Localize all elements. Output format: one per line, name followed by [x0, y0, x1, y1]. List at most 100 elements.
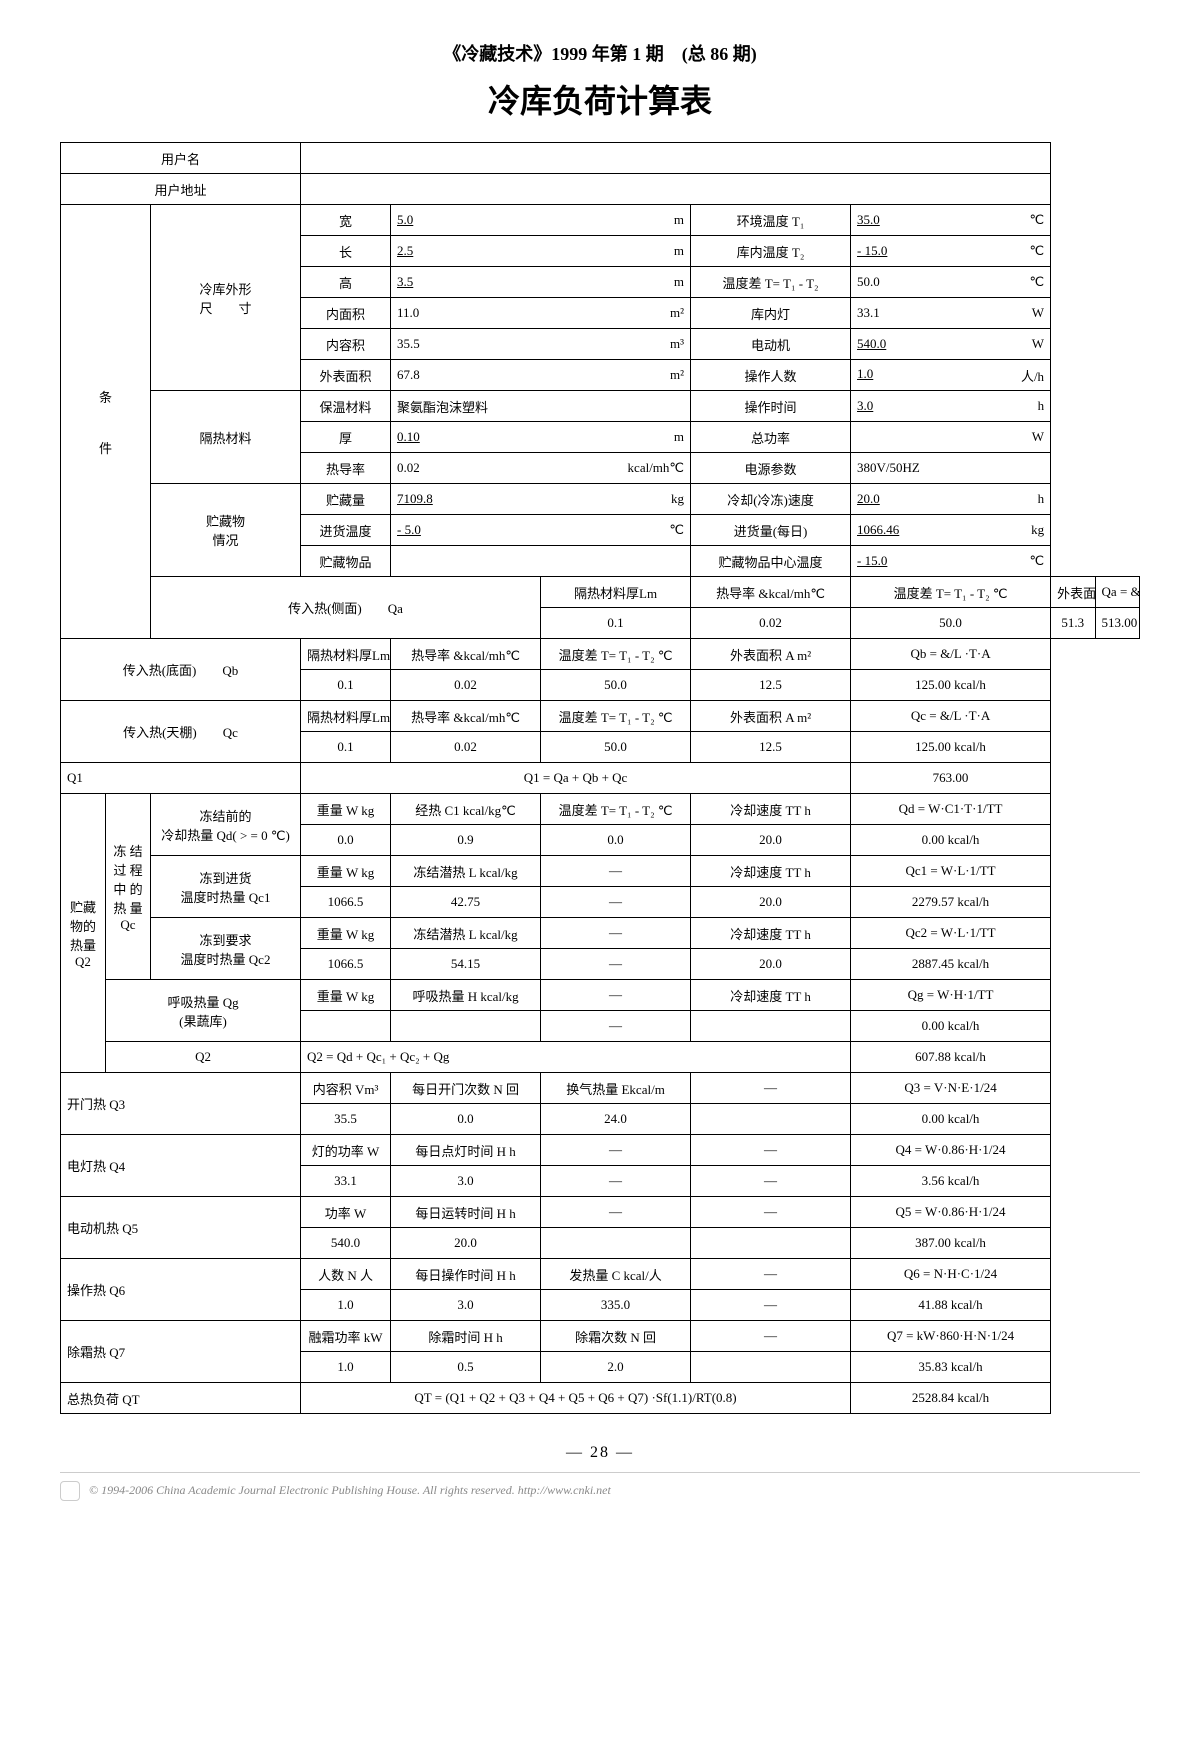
env-ops-val: 1.0: [857, 366, 873, 381]
store-qty-unit: kg: [671, 491, 684, 507]
env-motor-unit: W: [1032, 336, 1044, 352]
qd-label-1: 冻结前的: [157, 806, 294, 825]
qg-h1: 重量 W kg: [301, 980, 391, 1011]
q5-h4: —: [691, 1197, 851, 1228]
qc2-v4: 20.0: [691, 949, 851, 980]
env-t2-unit: ℃: [1029, 243, 1044, 259]
q3-label: 开门热 Q3: [61, 1073, 301, 1135]
q4-v1: 33.1: [301, 1166, 391, 1197]
shape-label-2: 尺 寸: [157, 298, 294, 317]
qc2-h1: 重量 W kg: [301, 918, 391, 949]
q5-v2: 20.0: [391, 1228, 541, 1259]
q5-h5: Q5 = W·0.86·H·1/24: [851, 1197, 1051, 1228]
insul-label: 隔热材料: [151, 391, 301, 484]
footer-text: © 1994-2006 China Academic Journal Elect…: [89, 1483, 611, 1497]
q3-v1: 35.5: [301, 1104, 391, 1135]
env-center-val: - 15.0: [857, 553, 887, 568]
q2-sub-2: 过 程: [112, 860, 144, 879]
env-speed-cell: 20.0h: [851, 484, 1051, 515]
insul-cond-val: 0.02: [397, 460, 420, 475]
env-light-unit: W: [1032, 305, 1044, 321]
dim-inner-cell: 11.0m²: [391, 298, 691, 329]
dim-l-unit: m: [674, 243, 684, 259]
env-motor-cell: 540.0W: [851, 329, 1051, 360]
qb-label: 传入热(底面) Qb: [61, 639, 301, 701]
qb-label-text: 传入热(底面): [123, 663, 197, 678]
env-t2-cell: - 15.0℃: [851, 236, 1051, 267]
qb-h5: Qb = &/L ·T·A: [851, 639, 1051, 670]
qc1-h4: 冷却速度 TT h: [691, 856, 851, 887]
page-number: — 28 —: [60, 1444, 1140, 1462]
store-qty-val: 7109.8: [397, 491, 433, 506]
qc-h2: 热导率 &kcal/mh℃: [391, 701, 541, 732]
qg-label-1: 呼吸热量 Qg: [112, 992, 294, 1011]
qc2-label-1: 冻到要求: [157, 930, 294, 949]
qb-h3: 温度差 T= T₁ - T₂ ℃: [541, 639, 691, 670]
q4-h4: —: [691, 1135, 851, 1166]
dim-l-label: 长: [301, 236, 391, 267]
q4-h5: Q4 = W·0.86·H·1/24: [851, 1135, 1051, 1166]
q3-h5: Q3 = V·N·E·1/24: [851, 1073, 1051, 1104]
env-speed-unit: h: [1038, 491, 1045, 507]
env-daily-val: 1066.46: [857, 522, 899, 537]
q6-h5: Q6 = N·H·C·1/24: [851, 1259, 1051, 1290]
q6-h4: —: [691, 1259, 851, 1290]
qc-h3: 温度差 T= T₁ - T₂ ℃: [541, 701, 691, 732]
q2-group-2: 物的: [67, 916, 99, 935]
env-time-val: 3.0: [857, 398, 873, 413]
qt-label: 总热负荷 QT: [61, 1383, 301, 1414]
qg-label-2: (果蔬库): [112, 1011, 294, 1030]
qd-h4: 冷却速度 TT h: [691, 794, 851, 825]
qc2-h4: 冷却速度 TT h: [691, 918, 851, 949]
qa-v1: 0.1: [541, 608, 691, 639]
env-dt-label: 温度差 T= T₁ - T₂: [691, 267, 851, 298]
qc1-v3: —: [541, 887, 691, 918]
qd-v1: 0.0: [301, 825, 391, 856]
qc-v5: 125.00 kcal/h: [851, 732, 1051, 763]
dim-h-label: 高: [301, 267, 391, 298]
user-name-value: [301, 143, 1051, 174]
insul-thk-label: 厚: [301, 422, 391, 453]
insul-cond-cell: 0.02kcal/mh℃: [391, 453, 691, 484]
q2-sub-1: 冻 结: [112, 841, 144, 860]
qg-h4: 冷却速度 TT h: [691, 980, 851, 1011]
q5-v3: [541, 1228, 691, 1259]
qa-sym: Qa: [388, 601, 403, 616]
env-center-label: 贮藏物品中心温度: [691, 546, 851, 577]
qc1-h2: 冻结潜热 L kcal/kg: [391, 856, 541, 887]
q2-sub: 冻 结 过 程 中 的 热 量 Qc: [106, 794, 151, 980]
qc-v4: 12.5: [691, 732, 851, 763]
cond-section: 条 件: [61, 205, 151, 639]
store-temp-unit: ℃: [669, 522, 684, 538]
q5-v4: [691, 1228, 851, 1259]
qc-label-text: 传入热(天棚): [123, 725, 197, 740]
env-dt-cell: 50.0℃: [851, 267, 1051, 298]
qb-v1: 0.1: [301, 670, 391, 701]
qa-h1: 隔热材料厚Lm: [541, 577, 691, 608]
qa-label-text: 传入热(侧面): [288, 601, 362, 616]
qa-h4: 外表面积 A m²: [1051, 577, 1095, 608]
qa-h2: 热导率 &kcal/mh℃: [691, 577, 851, 608]
q7-h1: 融霜功率 kW: [301, 1321, 391, 1352]
q5-v5: 387.00 kcal/h: [851, 1228, 1051, 1259]
qb-v2: 0.02: [391, 670, 541, 701]
q3-v2: 0.0: [391, 1104, 541, 1135]
env-daily-cell: 1066.46kg: [851, 515, 1051, 546]
qc1-h3: —: [541, 856, 691, 887]
env-ops-cell: 1.0人/h: [851, 360, 1051, 391]
q7-v1: 1.0: [301, 1352, 391, 1383]
insul-thk-cell: 0.10m: [391, 422, 691, 453]
qc-h4: 外表面积 A m²: [691, 701, 851, 732]
insul-thk-val: 0.10: [397, 429, 420, 444]
store-goods-val: [391, 546, 691, 577]
q5-v1: 540.0: [301, 1228, 391, 1259]
qc2-v1: 1066.5: [301, 949, 391, 980]
store-qty-cell: 7109.8 kg: [391, 484, 691, 515]
calculation-table: 用户名 用户地址 条 件 冷库外形 尺 寸 宽 5.0m 环境温度 T₁ 35.…: [60, 142, 1140, 1414]
q2-sum-formula: Q2 = Qd + Qc₁ + Qc₂ + Qg: [301, 1042, 851, 1073]
env-psup-label: 电源参数: [691, 453, 851, 484]
qa-label: 传入热(侧面) Qa: [151, 577, 541, 639]
qc2-h2: 冻结潜热 L kcal/kg: [391, 918, 541, 949]
qd-h3: 温度差 T= T₁ - T₂ ℃: [541, 794, 691, 825]
qb-v5: 125.00 kcal/h: [851, 670, 1051, 701]
